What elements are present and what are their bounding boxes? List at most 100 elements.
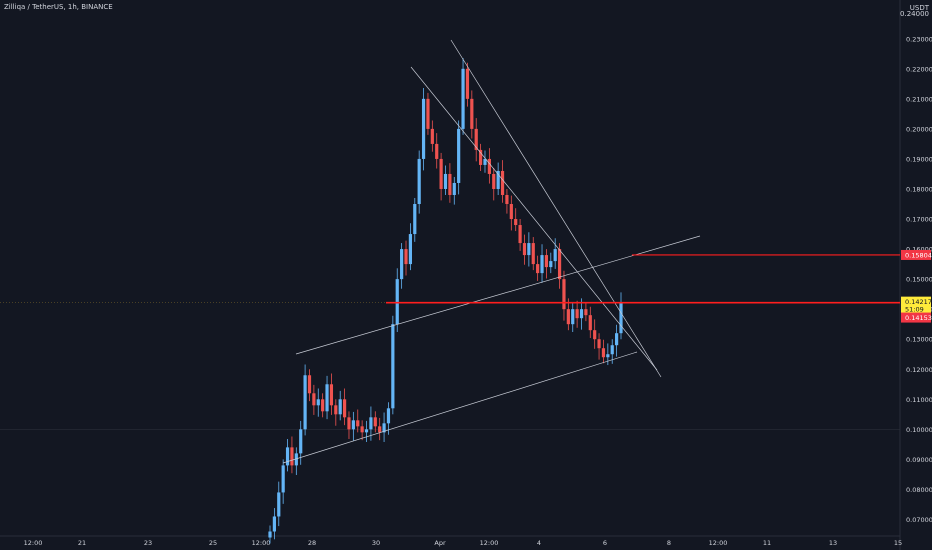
trendline-descending-outer — [450, 39, 662, 378]
candle-body — [360, 426, 364, 433]
candle-body — [272, 516, 276, 532]
y-tick-label: 0.07000 — [906, 516, 932, 524]
candle-body — [285, 447, 290, 466]
x-tick-label: 15 — [894, 539, 902, 547]
candle-body — [329, 384, 334, 406]
x-tick-label: 4 — [537, 539, 541, 547]
candle-body — [509, 204, 513, 220]
x-tick-label: 6 — [603, 539, 607, 547]
axis-labels: 0.07000 0.08000 0.09000 0.10000 0.11000 0.120… — [24, 35, 932, 547]
x-tick-label: 21 — [78, 539, 86, 547]
x-tick-label: 8 — [667, 539, 671, 547]
x-tick-label: 12:00 — [709, 539, 728, 547]
candle-body — [544, 255, 549, 268]
candle-body — [597, 339, 601, 349]
candle-body — [435, 143, 439, 159]
candle-body — [338, 399, 342, 415]
x-tick-label: 12:00 — [252, 539, 271, 547]
candle-body — [430, 128, 434, 144]
candle-body — [378, 426, 382, 433]
y-tick-label: 0.10000 — [906, 426, 932, 434]
y-tick-label: 0.13000 — [906, 336, 932, 344]
candle-body — [496, 170, 500, 189]
candle-body — [351, 420, 355, 430]
candle-body — [307, 375, 312, 394]
candle-body — [312, 393, 316, 406]
candle-body — [479, 149, 483, 165]
candle-body — [514, 219, 518, 226]
candle-body — [575, 309, 579, 319]
y-tick-label: 0.23000 — [906, 35, 932, 43]
candle-body — [325, 384, 329, 412]
candle-body — [584, 309, 588, 316]
candle-body — [426, 98, 430, 129]
y-tick-label: 0.11000 — [906, 396, 932, 404]
candle-body — [369, 417, 373, 430]
x-tick-label: 11 — [763, 539, 771, 547]
candles — [268, 57, 623, 544]
candle-body — [579, 309, 584, 319]
candle-body — [421, 98, 426, 159]
candle-body — [553, 249, 557, 262]
candle-body — [500, 170, 505, 195]
x-tick-label: 13 — [829, 539, 837, 547]
candle-body — [457, 128, 461, 183]
candle-body — [452, 182, 456, 195]
candle-body — [294, 453, 298, 466]
y-tick-label: 0.17000 — [906, 216, 932, 224]
countdown-label: 51:09 — [905, 306, 924, 314]
candle-body — [316, 399, 320, 406]
candle-body — [531, 243, 535, 265]
candle-body — [448, 173, 452, 195]
y-tick-label: 0.16000 — [906, 246, 932, 254]
candle-body — [413, 204, 417, 235]
candle-body — [386, 408, 391, 424]
x-tick-label: 12:00 — [24, 539, 43, 547]
candle-body — [342, 399, 347, 418]
candle-body — [522, 243, 527, 256]
candle-body — [606, 354, 610, 358]
y-tick-label: 0.20000 — [906, 125, 932, 133]
candle-body — [483, 158, 487, 165]
candle-body — [391, 324, 395, 409]
top-price-tick: 0.24000 — [900, 10, 929, 18]
candle-body — [562, 279, 566, 310]
x-tick-label: 12:00 — [480, 539, 499, 547]
price-label-upper-bg — [901, 249, 931, 260]
candle-body — [356, 420, 360, 427]
drawings — [282, 39, 900, 464]
candle-body — [540, 255, 544, 274]
candle-body — [268, 531, 272, 538]
trendline-descending-inner — [410, 66, 658, 371]
candle-body — [408, 234, 412, 265]
candle-body — [439, 158, 443, 189]
y-tick-label: 0.09000 — [906, 456, 932, 464]
candle-body — [347, 417, 351, 430]
currency-label: USDT — [909, 4, 929, 12]
candle-body — [536, 264, 540, 274]
x-tick-label: 28 — [308, 539, 316, 547]
candle-body — [461, 68, 465, 129]
candle-body — [470, 98, 474, 129]
candle-body — [549, 261, 553, 268]
candle-body — [492, 173, 496, 189]
candle-body — [505, 194, 509, 205]
candle-body — [601, 348, 606, 358]
x-tick-label: Apr — [434, 539, 446, 547]
candle-body — [303, 375, 307, 430]
candle-body — [417, 158, 421, 205]
x-tick-label: 23 — [144, 539, 152, 547]
candle-body — [321, 399, 325, 412]
price-label-lower: 0.14153 — [905, 314, 932, 322]
candle-body — [334, 405, 338, 415]
symbol-title: Zilliqa / TetherUS, 1h, BINANCE — [4, 3, 113, 11]
y-tick-label: 0.12000 — [906, 366, 932, 374]
candle-body — [443, 173, 448, 189]
candle-body — [465, 68, 470, 99]
candle-body — [474, 128, 478, 150]
x-tick-label: 25 — [209, 539, 217, 547]
candle-body — [281, 465, 285, 493]
candle-body — [382, 423, 386, 433]
